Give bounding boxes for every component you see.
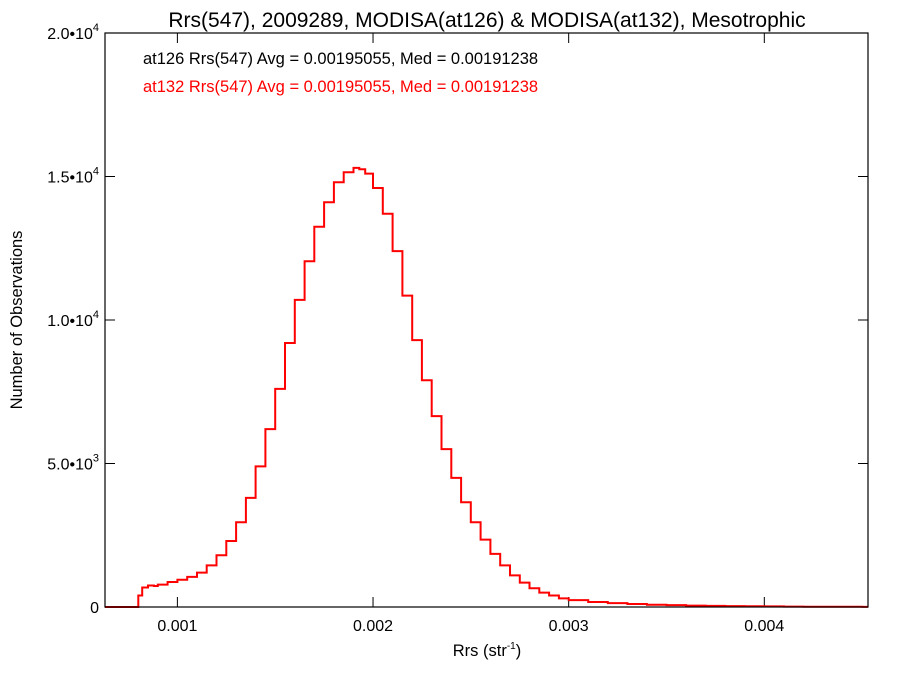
x-tick-label: 0.003 <box>549 618 589 635</box>
y-tick-label: 0 <box>90 600 99 617</box>
x-tick-label: 0.001 <box>157 618 197 635</box>
y-tick-label-mantissa: 1.5•10 <box>47 170 93 187</box>
x-axis-label-sup: -1 <box>507 641 516 652</box>
x-tick-label: 0.004 <box>744 618 784 635</box>
y-tick-label-exponent: 4 <box>93 166 99 178</box>
y-tick-label: 1.5•104 <box>47 166 99 187</box>
plot-frame <box>104 32 869 608</box>
x-axis-label: Rrs (str-1) <box>453 641 521 660</box>
x-axis-label-main: Rrs (str <box>453 642 508 660</box>
y-tick-label: 2.0•104 <box>47 22 99 43</box>
y-tick-label-mantissa: 5.0•10 <box>47 457 93 474</box>
y-tick-label-mantissa: 1.0•10 <box>47 313 93 330</box>
y-tick-label-exponent: 3 <box>93 453 99 465</box>
y-tick-label-exponent: 4 <box>93 22 99 34</box>
x-axis-label-close: ) <box>516 642 522 660</box>
y-tick-label-mantissa: 2.0•10 <box>47 26 93 43</box>
histogram-line <box>105 166 868 608</box>
y-tick-label: 1.0•104 <box>47 309 99 330</box>
y-axis-label: Number of Observations <box>8 231 26 410</box>
y-tick-label-exponent: 4 <box>93 309 99 321</box>
y-tick-label: 5.0•103 <box>47 453 99 474</box>
x-tick-label: 0.002 <box>353 618 393 635</box>
chart-title: Rrs(547), 2009289, MODISA(at126) & MODIS… <box>168 9 805 32</box>
x-ticks-group: 0.001 0.002 0.003 0.004 <box>157 33 784 635</box>
y-tick-label-mantissa: 0 <box>90 600 99 617</box>
annotation-at126: at126 Rrs(547) Avg = 0.00195055, Med = 0… <box>143 50 538 68</box>
annotation-at132: at132 Rrs(547) Avg = 0.00195055, Med = 0… <box>143 78 538 96</box>
